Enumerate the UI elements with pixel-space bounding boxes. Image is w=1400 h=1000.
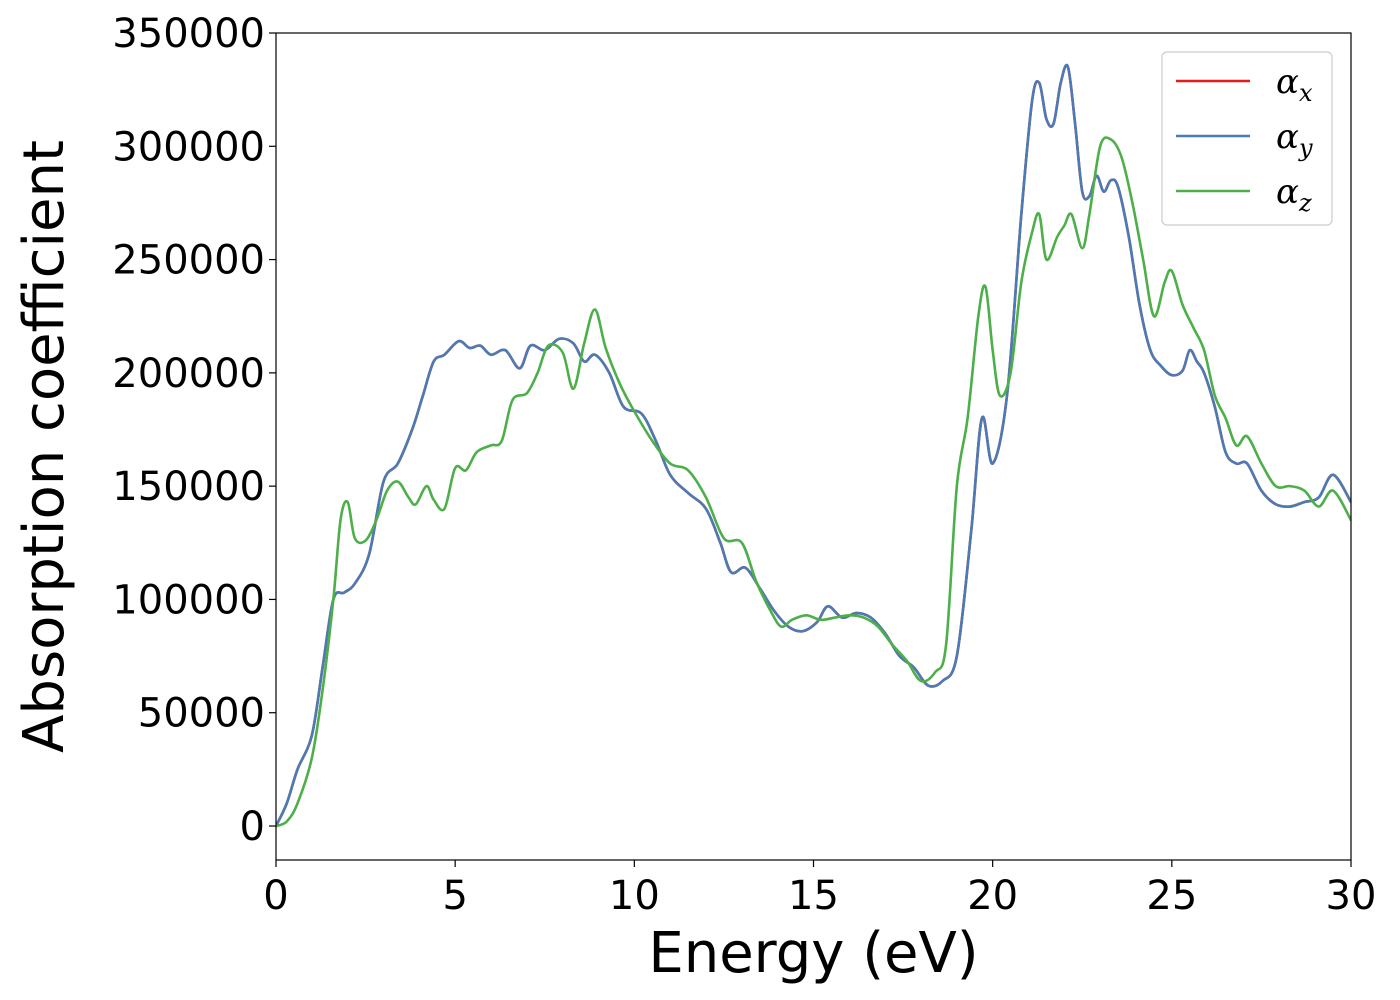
series-layer xyxy=(276,63,1351,828)
legend: αx αy αz xyxy=(1161,51,1333,226)
legend-label-z: αz xyxy=(1276,172,1312,217)
y-tick-label: 250000 xyxy=(112,238,265,284)
x-axis-ticks: 0 5 10 15 20 25 30 xyxy=(263,860,1376,919)
x-tick-label: 0 xyxy=(263,873,288,919)
x-tick-label: 25 xyxy=(1146,873,1197,919)
y-tick-label: 300000 xyxy=(112,124,265,170)
legend-label-x: αx xyxy=(1276,62,1313,107)
y-tick-label: 50000 xyxy=(138,691,265,737)
y-tick-label: 150000 xyxy=(112,464,265,510)
x-tick-label: 30 xyxy=(1326,873,1377,919)
x-tick-label: 15 xyxy=(788,873,839,919)
x-tick-label: 5 xyxy=(442,873,467,919)
x-tick-label: 20 xyxy=(967,873,1018,919)
y-tick-label: 350000 xyxy=(112,11,265,57)
plot-area xyxy=(275,32,1352,861)
x-axis-title: Energy (eV) xyxy=(648,921,978,986)
x-tick-label: 10 xyxy=(609,873,660,919)
y-tick-label: 100000 xyxy=(112,577,265,623)
y-axis-ticks: 0 50000 100000 150000 200000 250000 300000 3500… xyxy=(112,11,276,850)
y-tick-label: 0 xyxy=(240,804,265,850)
y-tick-label: 200000 xyxy=(112,351,265,397)
series-line-z xyxy=(276,136,1351,828)
y-axis-title: Absorption coefficient xyxy=(12,140,77,753)
legend-box xyxy=(1161,51,1333,226)
series-line-y xyxy=(276,63,1351,828)
legend-label-y: αy xyxy=(1276,117,1313,162)
